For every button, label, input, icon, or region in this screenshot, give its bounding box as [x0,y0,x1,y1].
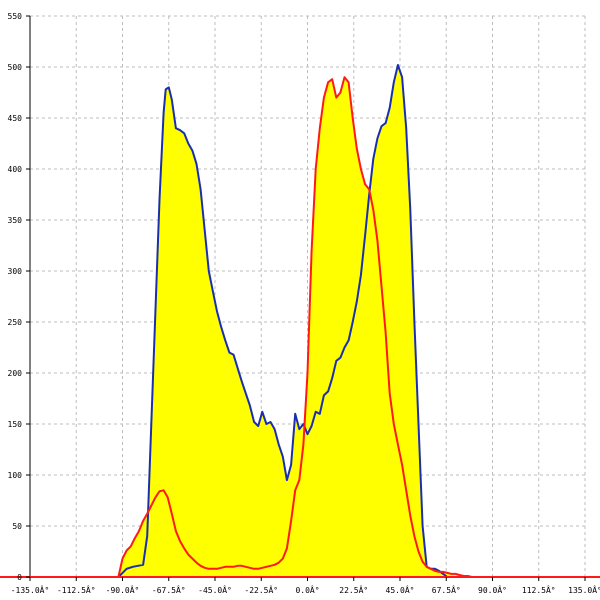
y-tick-label-4: 200 [8,369,23,378]
grid [30,15,586,577]
x-tick-label-5: -22.5Â° [244,584,278,595]
x-tick-label-1: -112.5Â° [57,584,96,595]
x-tick-label-6: 0.0Â° [295,584,319,595]
y-tick-label-3: 150 [8,420,23,429]
area-fill [30,65,585,577]
y-tick-label-9: 450 [8,114,23,123]
y-tick-label-2: 100 [8,471,23,480]
tick-labels: 0 50 100 150 200 250 300 350 400 450 500 550 -135.0Â… [8,12,600,595]
x-tick-label-9: 67.5Â° [432,584,461,595]
y-tick-label-8: 400 [8,165,23,174]
y-tick-label-11: 550 [8,12,23,21]
x-tick-label-11: 112.5Â° [522,584,556,595]
x-tick-label-4: -45.0Â° [198,584,232,595]
area-union [30,65,585,577]
series-line-1 [30,76,585,578]
axes [0,15,600,581]
x-tick-label-8: 45.0Â° [386,584,415,595]
y-tick-label-7: 350 [8,216,23,225]
series-lines [30,64,585,578]
y-tick-label-10: 500 [8,63,23,72]
y-tick-label-6: 300 [8,267,23,276]
x-tick-label-0: -135.0Â° [11,584,50,595]
x-tick-label-10: 90.0Â° [478,584,507,595]
x-tick-label-7: 22.5Â° [339,584,368,595]
x-tick-label-2: -90.0Â° [106,584,140,595]
x-tick-label-12: 135.0Â° [568,584,600,595]
y-tick-label-0: 0 [17,573,22,582]
y-tick-label-1: 50 [12,522,22,531]
y-tick-label-5: 250 [8,318,23,327]
x-tick-label-3: -67.5Â° [152,584,186,595]
